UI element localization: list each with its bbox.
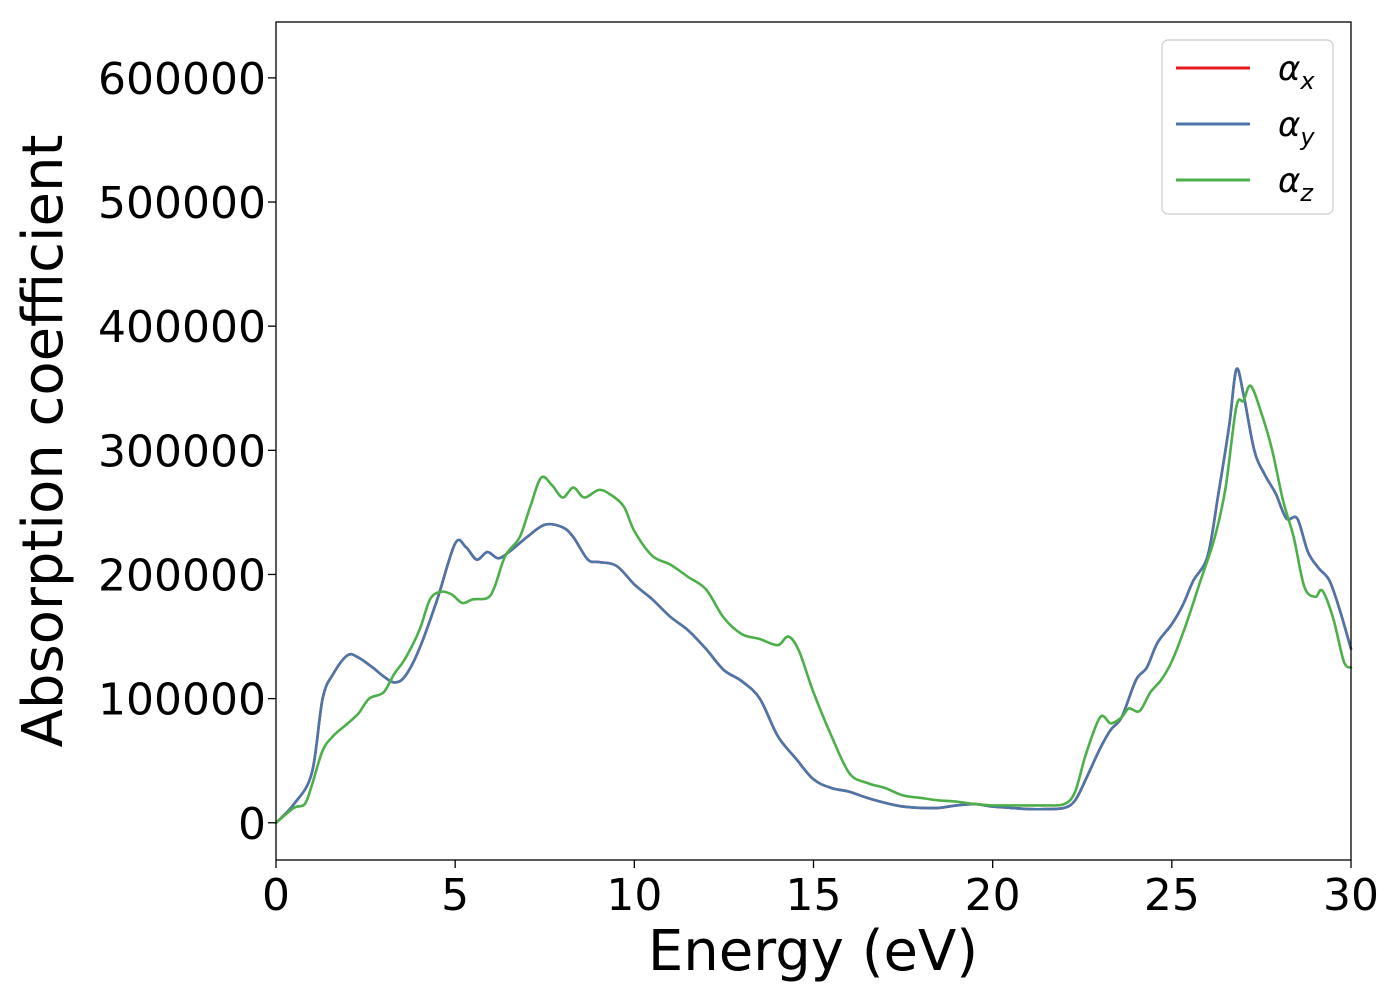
y-tick-label: 0 [238, 799, 266, 850]
x-tick-label: 25 [1144, 870, 1200, 921]
y-tick-label: 200000 [98, 550, 266, 601]
x-tick-label: 5 [441, 870, 469, 921]
y-tick-label: 100000 [98, 675, 266, 726]
x-axis-ticks: 0 5 10 15 20 25 30 [262, 860, 1379, 921]
x-tick-label: 30 [1323, 870, 1379, 921]
x-tick-label: 20 [965, 870, 1021, 921]
series-line-z [274, 384, 1353, 825]
x-tick-label: 0 [262, 870, 290, 921]
y-axis-title: Absorption coefficient [11, 135, 76, 748]
series-layer [274, 367, 1353, 825]
x-axis-title: Energy (eV) [648, 919, 978, 984]
x-tick-label: 15 [786, 870, 842, 921]
series-line-y [274, 367, 1353, 825]
x-tick-label: 10 [606, 870, 662, 921]
y-axis-ticks: 0 100000 200000 300000 400000 500000 600000 [98, 54, 276, 850]
legend-box [1161, 39, 1334, 215]
y-tick-label: 400000 [98, 302, 266, 353]
y-tick-label: 600000 [98, 54, 266, 105]
y-tick-label: 300000 [98, 426, 266, 477]
y-tick-label: 500000 [98, 178, 266, 229]
